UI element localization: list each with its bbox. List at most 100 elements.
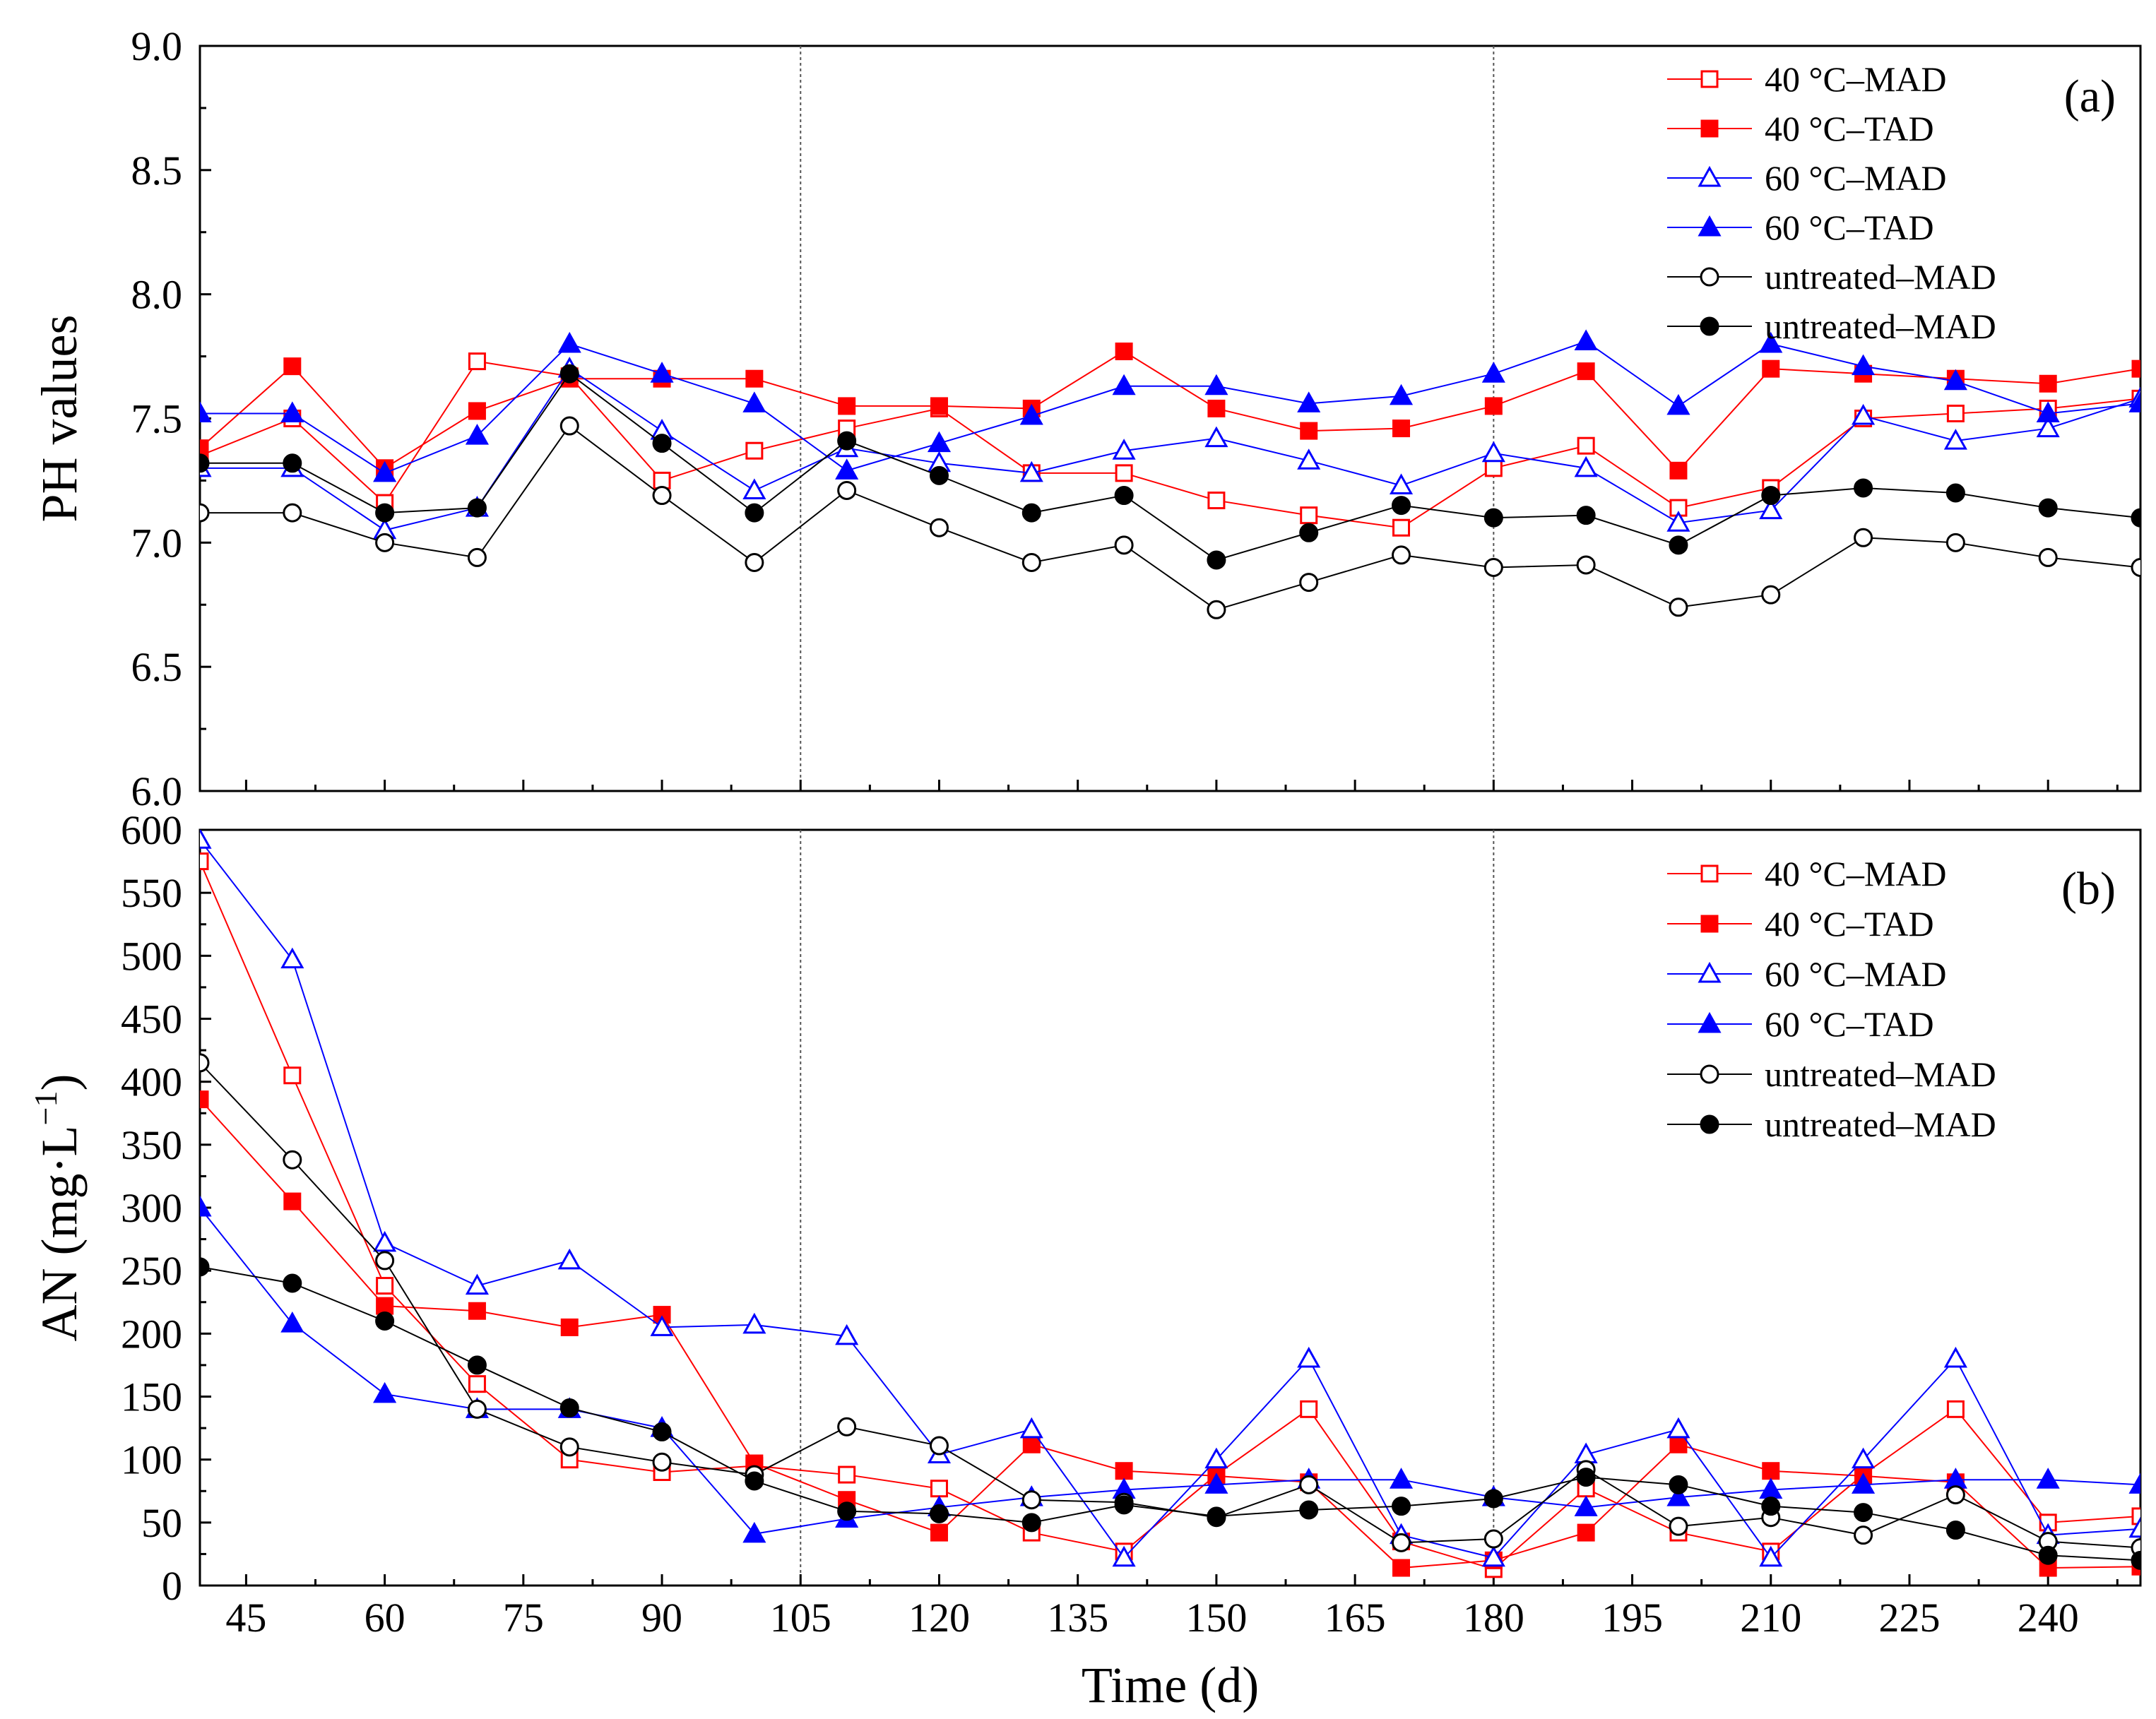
- legend-label-b-3: 60 °C–TAD: [1765, 1004, 1934, 1044]
- y-tick-label-b-8: 400: [121, 1059, 182, 1105]
- y-tick-label-a-6: 9.0: [131, 23, 183, 69]
- data-point-a-1-6: [745, 369, 764, 388]
- legend-marker-b-1: [1700, 915, 1719, 933]
- data-point-b-5-10: [1114, 1495, 1134, 1515]
- data-point-a-3-5: [650, 362, 674, 383]
- data-point-a-2-17: [1759, 498, 1783, 520]
- series-line-b-1: [200, 1098, 2140, 1569]
- data-point-a-1-8: [930, 397, 948, 415]
- data-point-a-5-13: [1392, 496, 1411, 516]
- data-point-b-4-4: [559, 1437, 579, 1457]
- data-point-a-1-1: [283, 357, 302, 376]
- data-point-a-1-21: [2131, 359, 2140, 378]
- data-point-b-3-20: [2036, 1468, 2060, 1489]
- series-line-a-3: [200, 340, 2140, 474]
- x-tick-label-3: 90: [641, 1595, 682, 1641]
- data-point-b-2-18: [1852, 1447, 1876, 1469]
- data-point-b-2-12: [1297, 1346, 1321, 1368]
- data-point-a-3-1: [280, 401, 304, 422]
- y-tick-label-b-0: 0: [162, 1563, 182, 1609]
- data-point-b-3-21: [2128, 1473, 2140, 1494]
- data-point-a-3-11: [1204, 374, 1228, 395]
- data-point-b-5-1: [283, 1273, 302, 1293]
- x-tick-label-6: 135: [1047, 1595, 1108, 1641]
- y-tick-label-b-3: 150: [121, 1374, 182, 1420]
- y-tick-label-a-1: 6.5: [131, 644, 183, 690]
- data-point-b-5-3: [467, 1355, 487, 1375]
- data-point-a-4-12: [1299, 573, 1319, 593]
- data-point-a-3-2: [373, 460, 397, 482]
- data-point-a-1-3: [468, 402, 486, 420]
- series-line-a-2: [200, 367, 2140, 531]
- data-point-b-1-4: [560, 1318, 579, 1336]
- data-point-a-3-20: [2036, 401, 2060, 422]
- legend-label-b-2: 60 °C–MAD: [1765, 954, 1947, 994]
- x-tick-label-11: 210: [1740, 1595, 1801, 1641]
- data-point-a-5-0: [200, 453, 210, 473]
- data-point-b-2-16: [1666, 1417, 1690, 1439]
- data-point-a-4-3: [467, 547, 487, 567]
- data-point-a-3-16: [1666, 393, 1690, 415]
- data-point-a-1-15: [1577, 362, 1595, 381]
- data-point-b-5-5: [652, 1422, 672, 1441]
- data-point-b-4-16: [1669, 1516, 1688, 1536]
- y-tick-label-b-9: 450: [121, 997, 182, 1042]
- data-point-a-3-3: [465, 424, 489, 445]
- legend-marker-b-5: [1700, 1114, 1719, 1134]
- data-point-b-5-17: [1761, 1497, 1781, 1516]
- data-point-b-2-0: [200, 830, 212, 849]
- data-point-b-3-15: [1574, 1495, 1598, 1516]
- y-tick-label-b-2: 100: [121, 1437, 182, 1483]
- data-point-b-2-6: [742, 1312, 766, 1334]
- x-tick-label-0: 45: [225, 1595, 266, 1641]
- data-point-b-4-13: [1392, 1533, 1411, 1552]
- data-point-b-5-13: [1392, 1497, 1411, 1516]
- x-tick-label-5: 120: [908, 1595, 970, 1641]
- x-tick-label-4: 105: [770, 1595, 831, 1641]
- data-point-b-4-8: [929, 1436, 949, 1456]
- series-line-a-0: [200, 360, 2140, 529]
- data-point-a-2-6: [742, 478, 766, 499]
- data-point-a-0-14: [1484, 459, 1503, 477]
- y-axis-title-main: AN (mg·L: [31, 1126, 88, 1342]
- data-point-a-5-1: [283, 453, 302, 473]
- data-point-b-4-0: [200, 1053, 210, 1073]
- data-point-a-4-8: [929, 518, 949, 537]
- x-tick-label-2: 75: [503, 1595, 544, 1641]
- data-point-a-1-12: [1300, 422, 1318, 440]
- data-point-a-2-12: [1297, 448, 1321, 470]
- data-point-a-0-13: [1392, 518, 1411, 537]
- legend-marker-a-5: [1700, 316, 1719, 336]
- y-tick-label-b-6: 300: [121, 1185, 182, 1231]
- x-tick-label-12: 225: [1878, 1595, 1940, 1641]
- data-point-a-4-14: [1483, 558, 1503, 577]
- data-point-b-2-14: [1481, 1545, 1505, 1567]
- data-point-a-0-11: [1207, 492, 1226, 510]
- data-point-a-3-10: [1112, 374, 1136, 395]
- data-point-b-2-1: [280, 947, 304, 969]
- data-point-a-0-19: [1946, 404, 1965, 422]
- data-point-a-0-3: [468, 352, 486, 371]
- data-point-b-4-3: [467, 1399, 487, 1419]
- y-tick-label-b-5: 250: [121, 1248, 182, 1294]
- data-point-a-1-11: [1207, 399, 1226, 417]
- data-point-a-5-20: [2038, 498, 2058, 518]
- data-point-b-0-0: [200, 852, 209, 871]
- legend-label-a-2: 60 °C–MAD: [1765, 158, 1947, 198]
- legend-label-b-1: 40 °C–TAD: [1765, 904, 1934, 944]
- data-point-b-2-5: [650, 1315, 674, 1336]
- y-tick-label-b-12: 600: [121, 807, 182, 853]
- legend-label-a-3: 60 °C–TAD: [1765, 208, 1934, 247]
- data-point-a-5-11: [1207, 550, 1226, 570]
- series-line-a-5: [200, 372, 2140, 561]
- data-point-a-5-17: [1761, 486, 1781, 506]
- data-point-b-5-11: [1207, 1506, 1226, 1526]
- data-point-a-2-19: [1943, 429, 1967, 450]
- data-point-a-2-10: [1112, 439, 1136, 460]
- legend-a: 40 °C–MAD 40 °C–TAD 60 °C–MAD 60 °C–TAD untr…: [1667, 59, 1996, 346]
- data-point-a-2-16: [1666, 511, 1690, 532]
- data-point-b-2-3: [465, 1273, 489, 1295]
- data-point-a-3-21: [2128, 391, 2140, 412]
- data-point-a-4-1: [283, 503, 302, 523]
